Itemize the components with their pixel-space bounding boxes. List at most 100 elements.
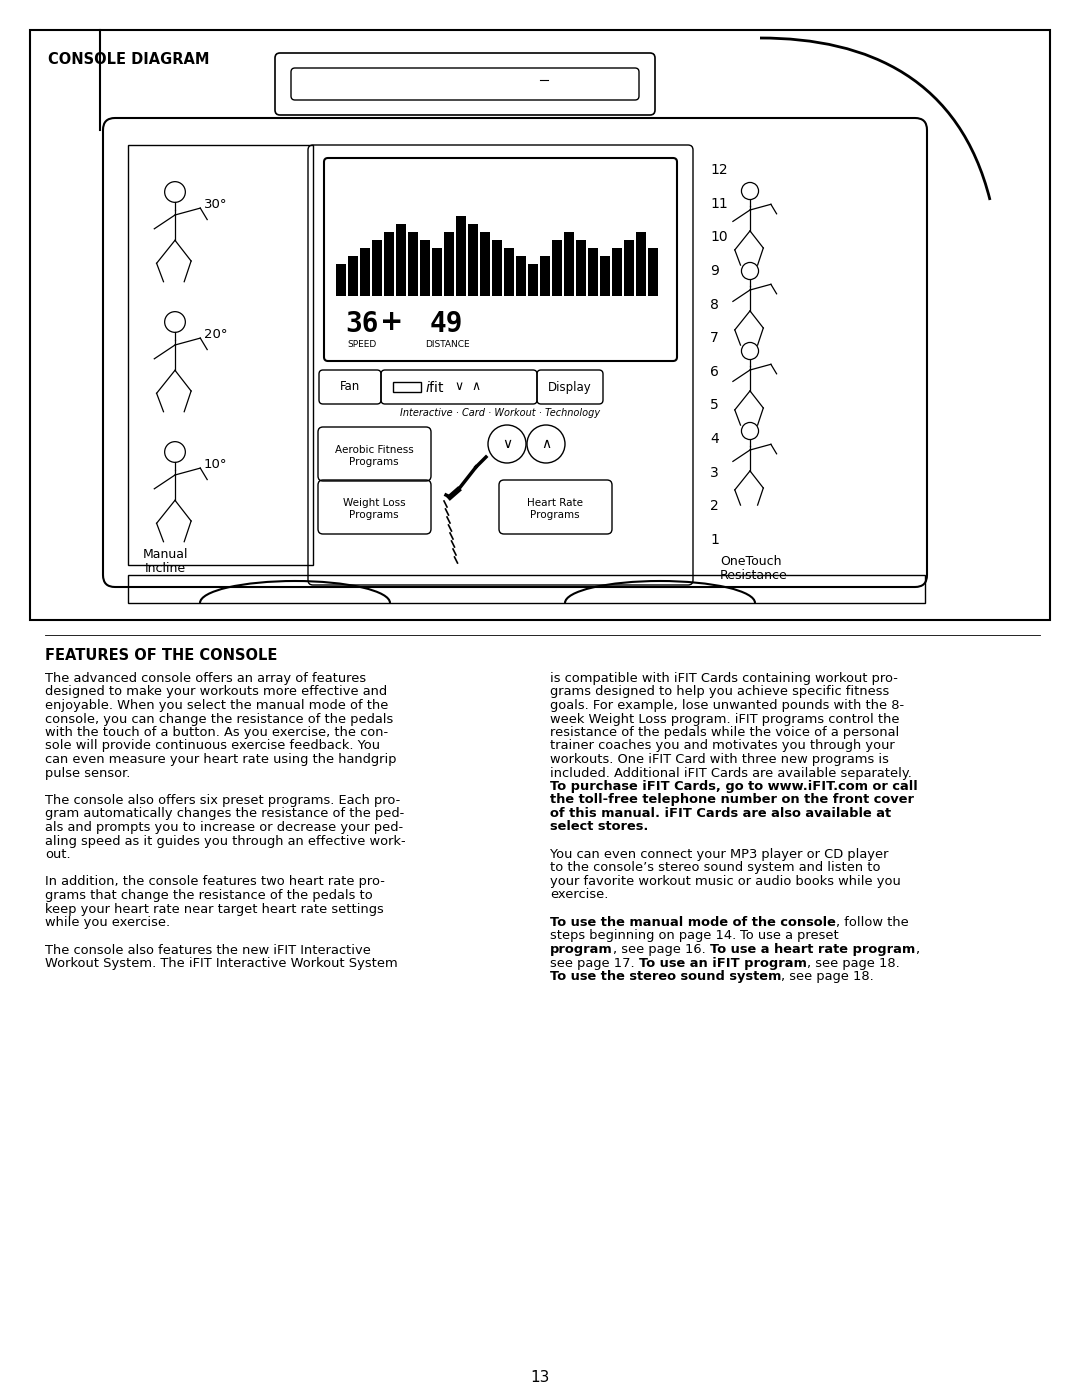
Text: 36: 36 xyxy=(345,310,378,338)
Text: 10°: 10° xyxy=(204,458,228,471)
Text: The console also features the new iFIT Interactive: The console also features the new iFIT I… xyxy=(45,943,370,957)
Text: , see page 18.: , see page 18. xyxy=(781,970,874,983)
Text: 5: 5 xyxy=(710,398,719,412)
Text: 6: 6 xyxy=(710,365,719,379)
Text: while you exercise.: while you exercise. xyxy=(45,916,171,929)
Bar xyxy=(456,217,465,296)
Bar xyxy=(432,249,442,296)
Bar xyxy=(372,240,382,296)
Bar xyxy=(588,249,598,296)
Text: of this manual. iFIT Cards are also available at: of this manual. iFIT Cards are also avai… xyxy=(550,807,891,820)
Text: designed to make your workouts more effective and: designed to make your workouts more effe… xyxy=(45,686,387,698)
Bar xyxy=(396,224,406,296)
Text: To use the manual mode of the console: To use the manual mode of the console xyxy=(550,916,836,929)
Bar xyxy=(576,240,586,296)
Text: trainer coaches you and motivates you through your: trainer coaches you and motivates you th… xyxy=(550,739,894,753)
Text: the toll-free telephone number on the front cover: the toll-free telephone number on the fr… xyxy=(550,793,914,806)
Text: 11: 11 xyxy=(710,197,728,211)
Bar xyxy=(480,232,490,296)
Text: ∨: ∨ xyxy=(502,437,512,451)
Text: , see page 18.: , see page 18. xyxy=(807,957,900,970)
Text: aling speed as it guides you through an effective work-: aling speed as it guides you through an … xyxy=(45,834,406,848)
Text: Programs: Programs xyxy=(530,510,580,520)
Text: SPEED: SPEED xyxy=(347,339,376,349)
Text: OneTouch: OneTouch xyxy=(720,555,782,569)
Text: 49: 49 xyxy=(430,310,463,338)
Text: To use an iFIT program: To use an iFIT program xyxy=(638,957,807,970)
Text: Incline: Incline xyxy=(145,562,186,576)
Text: 12: 12 xyxy=(710,163,728,177)
Text: als and prompts you to increase or decrease your ped-: als and prompts you to increase or decre… xyxy=(45,821,403,834)
Text: To use a heart rate program: To use a heart rate program xyxy=(710,943,915,956)
Text: The advanced console offers an array of features: The advanced console offers an array of … xyxy=(45,672,366,685)
Text: Manual: Manual xyxy=(143,548,188,562)
Text: enjoyable. When you select the manual mode of the: enjoyable. When you select the manual mo… xyxy=(45,698,389,712)
Text: select stores.: select stores. xyxy=(550,820,648,834)
Text: gram automatically changes the resistance of the ped-: gram automatically changes the resistanc… xyxy=(45,807,404,820)
Text: workouts. One iFIT Card with three new programs is: workouts. One iFIT Card with three new p… xyxy=(550,753,889,766)
Text: keep your heart rate near target heart rate settings: keep your heart rate near target heart r… xyxy=(45,902,383,915)
Text: Fan: Fan xyxy=(340,380,360,394)
Bar xyxy=(612,249,622,296)
Bar xyxy=(444,232,454,296)
Bar xyxy=(492,240,502,296)
Text: steps beginning on page 14.: steps beginning on page 14. xyxy=(550,929,741,943)
Text: console, you can change the resistance of the pedals: console, you can change the resistance o… xyxy=(45,712,393,725)
Text: Weight Loss: Weight Loss xyxy=(342,497,405,509)
Text: DISTANCE: DISTANCE xyxy=(426,339,470,349)
Text: 10: 10 xyxy=(710,231,728,244)
Text: Aerobic Fitness: Aerobic Fitness xyxy=(335,446,414,455)
Text: ∧: ∧ xyxy=(472,380,481,394)
Text: Resistance: Resistance xyxy=(720,569,787,583)
Text: 9: 9 xyxy=(710,264,719,278)
Text: 7: 7 xyxy=(710,331,719,345)
Text: In addition, the console features two heart rate pro-: In addition, the console features two he… xyxy=(45,876,384,888)
Bar xyxy=(540,256,550,296)
Text: 1: 1 xyxy=(710,534,719,548)
Text: week Weight Loss program. iFIT programs control the: week Weight Loss program. iFIT programs … xyxy=(550,712,900,725)
Text: Programs: Programs xyxy=(349,457,399,467)
Bar xyxy=(360,249,370,296)
Bar xyxy=(504,249,514,296)
Text: is compatible with iFIT Cards containing workout pro-: is compatible with iFIT Cards containing… xyxy=(550,672,897,685)
Text: ,: , xyxy=(915,943,919,956)
Text: CONSOLE DIAGRAM: CONSOLE DIAGRAM xyxy=(48,52,210,67)
Bar xyxy=(516,256,526,296)
Text: Interactive · Card · Workout · Technology: Interactive · Card · Workout · Technolog… xyxy=(400,408,600,418)
Text: You can even connect your MP3 player or CD player: You can even connect your MP3 player or … xyxy=(550,848,889,861)
Text: ∧: ∧ xyxy=(541,437,551,451)
Text: goals. For example, lose unwanted pounds with the 8-: goals. For example, lose unwanted pounds… xyxy=(550,698,904,712)
Bar xyxy=(30,29,1050,620)
Text: 3: 3 xyxy=(710,465,719,479)
Text: exercise.: exercise. xyxy=(550,888,608,901)
Bar xyxy=(528,264,538,296)
Text: can even measure your heart rate using the handgrip: can even measure your heart rate using t… xyxy=(45,753,396,766)
Text: your favorite workout music or audio books while you: your favorite workout music or audio boo… xyxy=(550,875,901,888)
Bar xyxy=(648,249,658,296)
Bar xyxy=(129,576,924,604)
Text: 30°: 30° xyxy=(204,198,228,211)
Text: grams designed to help you achieve specific fitness: grams designed to help you achieve speci… xyxy=(550,686,889,698)
Text: , follow the: , follow the xyxy=(836,916,908,929)
Bar xyxy=(393,381,421,393)
Text: see page 17.: see page 17. xyxy=(550,957,638,970)
Text: +: + xyxy=(380,307,404,337)
Text: sole will provide continuous exercise feedback. You: sole will provide continuous exercise fe… xyxy=(45,739,380,753)
Text: pulse sensor.: pulse sensor. xyxy=(45,767,131,780)
Text: ∨: ∨ xyxy=(455,380,463,394)
Text: , see page 16.: , see page 16. xyxy=(612,943,710,956)
Text: 2: 2 xyxy=(710,499,719,513)
Bar xyxy=(384,232,394,296)
Text: with the touch of a button. As you exercise, the con-: with the touch of a button. As you exerc… xyxy=(45,726,388,739)
Text: 8: 8 xyxy=(710,298,719,312)
Text: out.: out. xyxy=(45,848,70,861)
Bar xyxy=(420,240,430,296)
Bar xyxy=(408,232,418,296)
Text: to the console’s stereo sound system and listen to: to the console’s stereo sound system and… xyxy=(550,862,880,875)
Text: resistance of the pedals while the voice of a personal: resistance of the pedals while the voice… xyxy=(550,726,900,739)
Text: Heart Rate: Heart Rate xyxy=(527,497,583,509)
Bar xyxy=(336,264,346,296)
Text: program: program xyxy=(550,943,612,956)
Bar xyxy=(468,224,478,296)
Text: 4: 4 xyxy=(710,432,719,446)
